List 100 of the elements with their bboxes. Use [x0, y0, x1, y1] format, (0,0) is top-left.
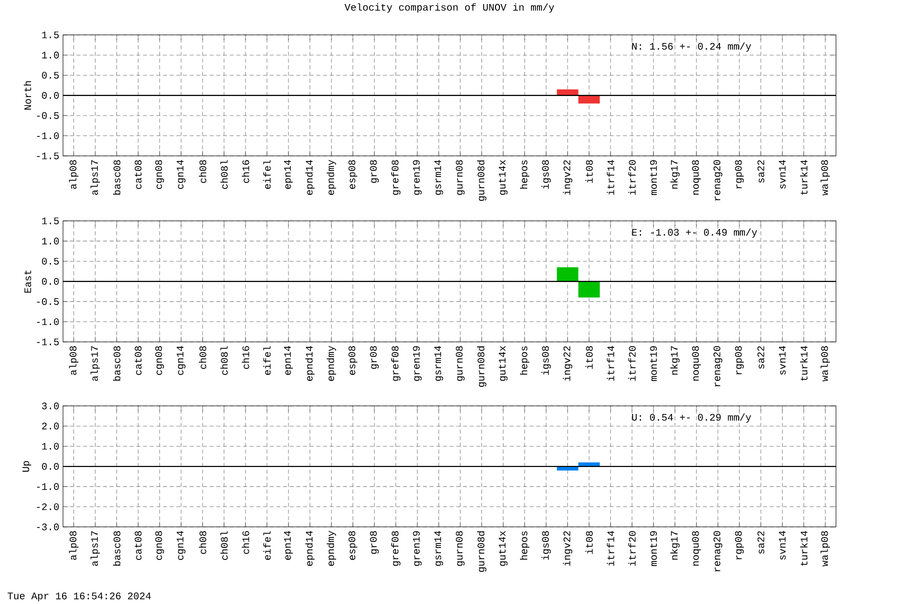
x-tick-label: gr08: [370, 346, 379, 369]
x-tick-label: ch08: [198, 160, 206, 183]
x-tick-label: gut14x: [498, 160, 508, 195]
x-tick-label: rgp08: [734, 346, 744, 374]
annotation: N: 1.56 +- 0.24 mm/y: [632, 42, 752, 52]
y-tick-label: 0.0: [42, 278, 59, 285]
x-tick-label: epndmy: [326, 530, 336, 566]
x-tick-label: gr08: [370, 531, 379, 554]
x-tick-label: gut14x: [498, 531, 508, 566]
x-tick-label: walp08: [820, 531, 830, 566]
x-tick-label: eifel: [263, 160, 271, 189]
x-tick-label: mont19: [650, 346, 657, 382]
y-tick-label: 1.5: [42, 218, 59, 224]
x-tick-label: gren19: [412, 531, 422, 566]
x-tick-label: svn14: [778, 346, 786, 375]
x-tick-label: ch08l: [220, 531, 228, 560]
annotation: U: 0.54 +- 0.29 mm/y: [632, 413, 752, 423]
x-tick-label: mont19: [650, 160, 657, 196]
y-axis-title: North: [24, 81, 32, 110]
x-tick-label: itrf14: [606, 160, 614, 195]
x-tick-label: gsrm14: [434, 531, 444, 566]
x-tick-label: hepos: [520, 160, 530, 189]
x-tick-label: sa22: [757, 346, 764, 369]
x-tick-label: gurn08: [456, 346, 465, 381]
x-tick-label: gsrm14: [434, 160, 444, 195]
x-tick-label: rgp08: [734, 160, 744, 188]
y-tick-label: -1.0: [37, 318, 59, 326]
x-tick-label: igs08: [541, 531, 551, 560]
x-tick-label: epnd14: [305, 346, 315, 381]
x-tick-label: nkg17: [670, 531, 680, 560]
x-tick-label: epn14: [284, 346, 293, 375]
x-tick-label: ch16: [242, 531, 250, 554]
x-tick-label: gr08: [370, 160, 379, 183]
y-tick-label: 1.5: [42, 32, 59, 38]
x-tick-label: ingv22: [562, 346, 572, 381]
x-tick-label: gren19: [412, 160, 422, 195]
x-tick-label: eifel: [263, 346, 271, 375]
y-tick-label: 0.5: [42, 72, 59, 79]
x-tick-label: cgn08: [155, 160, 164, 189]
y-tick-label: 0.0: [42, 463, 59, 470]
y-tick-label: 2.0: [42, 422, 59, 430]
x-tick-label: gref08: [391, 346, 400, 381]
x-tick-label: gren19: [412, 346, 422, 381]
x-tick-label: esp08: [348, 160, 358, 189]
x-tick-label: igs08: [541, 160, 551, 189]
x-tick-label: gurn08d: [477, 531, 486, 572]
x-tick-label: epndmy: [326, 346, 336, 381]
y-tick-label: -2.0: [37, 503, 59, 510]
x-tick-label: itrf20: [628, 531, 636, 566]
x-tick-label: alp08: [69, 160, 78, 189]
x-tick-label: epn14: [284, 531, 293, 560]
y-axis-title: East: [24, 270, 32, 293]
x-tick-label: renag20: [714, 531, 722, 572]
x-tick-label: gurn08: [456, 531, 465, 566]
x-tick-label: gurn08d: [477, 160, 486, 201]
x-tick-label: gut14x: [498, 346, 508, 381]
x-tick-label: noqu08: [692, 160, 701, 195]
y-tick-label: -3.0: [37, 524, 59, 530]
x-tick-label: alp08: [69, 531, 78, 560]
x-tick-label: renag20: [714, 160, 722, 200]
x-tick-label: it08: [585, 346, 593, 369]
x-tick-label: hepos: [520, 346, 530, 375]
y-tick-label: 0.5: [42, 258, 59, 265]
x-tick-label: ch08: [198, 346, 206, 369]
x-tick-label: itrf14: [606, 346, 614, 381]
x-tick-label: itrf20: [628, 160, 636, 195]
y-tick-label: 1.0: [42, 442, 59, 450]
x-tick-label: alps17: [90, 346, 100, 381]
y-tick-label: -0.5: [37, 112, 59, 120]
x-tick-label: alp08: [69, 346, 78, 375]
x-tick-label: cgn14: [176, 531, 186, 560]
x-tick-label: esp08: [348, 346, 358, 375]
x-tick-label: noqu08: [692, 531, 701, 566]
x-tick-label: svn14: [778, 160, 786, 189]
x-tick-label: mont19: [650, 531, 657, 566]
x-tick-label: nkg17: [670, 346, 680, 375]
x-tick-label: igs08: [541, 346, 551, 375]
x-tick-label: itrf14: [606, 531, 614, 566]
y-axis-title: Up: [22, 461, 32, 472]
x-tick-label: gurn08: [456, 160, 465, 195]
x-tick-label: ingv22: [562, 531, 572, 566]
x-tick-label: eifel: [263, 531, 271, 560]
x-tick-label: gref08: [391, 160, 400, 195]
x-tick-label: cat08: [134, 531, 142, 560]
x-tick-label: basc08: [113, 531, 120, 566]
x-tick-label: ch08l: [220, 160, 228, 189]
y-tick-label: 1.0: [42, 52, 59, 59]
y-tick-label: 3.0: [42, 402, 59, 410]
annotation: E: -1.03 +- 0.49 mm/y: [632, 228, 758, 238]
y-tick-label: -1.0: [37, 132, 59, 140]
x-tick-label: esp08: [348, 531, 358, 560]
x-tick-label: cgn08: [155, 531, 164, 560]
x-tick-label: basc08: [113, 346, 120, 381]
y-tick-label: -1.5: [37, 152, 59, 160]
x-tick-label: turk14: [800, 346, 808, 381]
x-tick-label: noqu08: [692, 346, 701, 381]
x-tick-label: alps17: [90, 531, 100, 566]
x-tick-label: gsrm14: [434, 346, 444, 381]
y-tick-label: 0.0: [42, 92, 59, 99]
x-tick-label: ch08l: [220, 346, 228, 375]
